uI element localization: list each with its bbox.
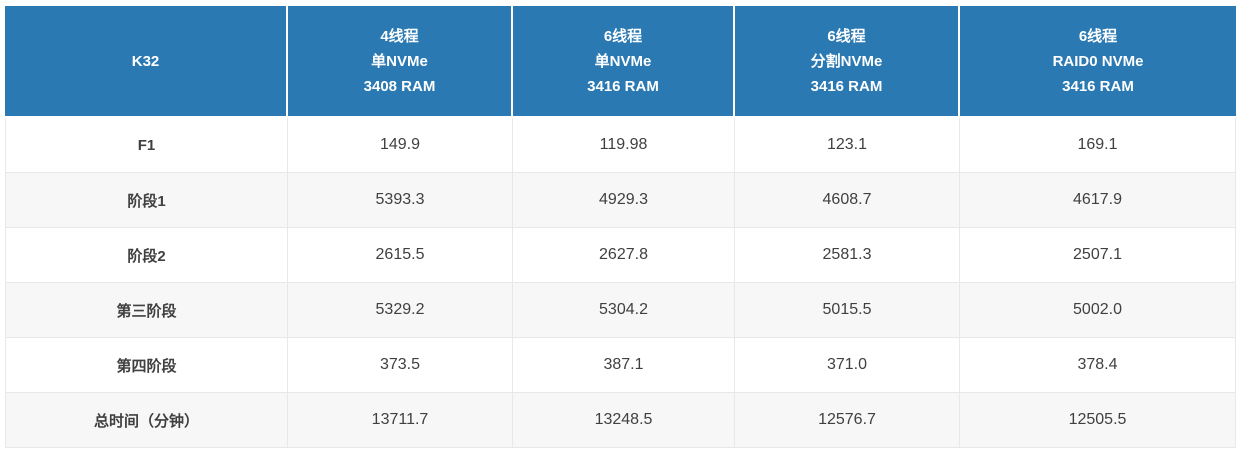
value-cell: 12576.7 xyxy=(735,393,960,448)
value-cell: 12505.5 xyxy=(960,393,1236,448)
value-cell: 378.4 xyxy=(960,338,1236,393)
row-label: 第三阶段 xyxy=(5,283,288,338)
column-header-line: 6线程 xyxy=(1078,27,1118,45)
value-cell: 149.9 xyxy=(288,118,513,173)
column-header-line: 单NVMe xyxy=(371,52,428,70)
column-header-2: 6线程单NVMe 3416 RAM xyxy=(513,6,735,118)
table-body: F1 149.9 119.98 123.1 169.1 阶段1 5393.3 4929.3 46… xyxy=(5,118,1236,448)
row-label: 总时间（分钟） xyxy=(5,393,288,448)
value-cell: 119.98 xyxy=(513,118,735,173)
value-cell: 4608.7 xyxy=(735,173,960,228)
column-header-4: 6线程 RAID0 NVMe 3416 RAM xyxy=(960,6,1236,118)
value-cell: 387.1 xyxy=(513,338,735,393)
column-header-line: 3408 RAM xyxy=(363,77,436,95)
column-header-1: 4线程单NVMe 3408 RAM xyxy=(288,6,513,118)
value-cell: 123.1 xyxy=(735,118,960,173)
value-cell: 2615.5 xyxy=(288,228,513,283)
value-cell: 5329.2 xyxy=(288,283,513,338)
table-row: F1 149.9 119.98 123.1 169.1 xyxy=(5,118,1236,173)
column-header-line: 6线程 xyxy=(827,27,866,45)
value-cell: 13248.5 xyxy=(513,393,735,448)
value-cell: 4617.9 xyxy=(960,173,1236,228)
column-header-line: RAID0 NVMe xyxy=(1052,52,1144,70)
column-header-line: 分割NVMe xyxy=(810,52,883,70)
value-cell: 373.5 xyxy=(288,338,513,393)
value-cell: 13711.7 xyxy=(288,393,513,448)
table-header: K32 4线程 单NVMe 3408 RAM 6线程 单NVMe 3416 RAM 6线程 分割… xyxy=(5,6,1236,118)
value-cell: 4929.3 xyxy=(513,173,735,228)
table-row: 阶段2 2615.5 2627.8 2581.3 2507.1 xyxy=(5,228,1236,283)
benchmark-table: K32 4线程 单NVMe 3408 RAM 6线程 单NVMe 3416 RAM 6线程 分割… xyxy=(5,6,1236,448)
corner-header-k32: K32 xyxy=(5,6,288,118)
row-label: 阶段1 xyxy=(5,173,288,228)
value-cell: 2507.1 xyxy=(960,228,1236,283)
value-cell: 371.0 xyxy=(735,338,960,393)
value-cell: 5393.3 xyxy=(288,173,513,228)
value-cell: 5002.0 xyxy=(960,283,1236,338)
column-header-line: 3416 RAM xyxy=(810,77,883,95)
header-row: K32 4线程 单NVMe 3408 RAM 6线程 单NVMe 3416 RAM 6线程 分割… xyxy=(5,6,1236,118)
value-cell: 2627.8 xyxy=(513,228,735,283)
table-row: 总时间（分钟） 13711.7 13248.5 12576.7 12505.5 xyxy=(5,393,1236,448)
column-header-line: 单NVMe xyxy=(594,52,652,70)
column-header-line: 4线程 xyxy=(380,27,419,45)
column-header-line: 6线程 xyxy=(603,27,643,45)
column-header-line: 3416 RAM xyxy=(587,77,659,95)
column-header-3: 6线程分割NVMe 3416 RAM xyxy=(735,6,960,118)
row-label: 第四阶段 xyxy=(5,338,288,393)
value-cell: 5304.2 xyxy=(513,283,735,338)
benchmark-table-container: K32 4线程 单NVMe 3408 RAM 6线程 单NVMe 3416 RAM 6线程 分割… xyxy=(5,6,1236,448)
table-row: 第三阶段 5329.2 5304.2 5015.5 5002.0 xyxy=(5,283,1236,338)
value-cell: 169.1 xyxy=(960,118,1236,173)
value-cell: 2581.3 xyxy=(735,228,960,283)
table-row: 阶段1 5393.3 4929.3 4608.7 4617.9 xyxy=(5,173,1236,228)
row-label: 阶段2 xyxy=(5,228,288,283)
column-header-line: 3416 RAM xyxy=(1062,77,1134,95)
table-row: 第四阶段 373.5 387.1 371.0 378.4 xyxy=(5,338,1236,393)
row-label: F1 xyxy=(5,118,288,173)
value-cell: 5015.5 xyxy=(735,283,960,338)
